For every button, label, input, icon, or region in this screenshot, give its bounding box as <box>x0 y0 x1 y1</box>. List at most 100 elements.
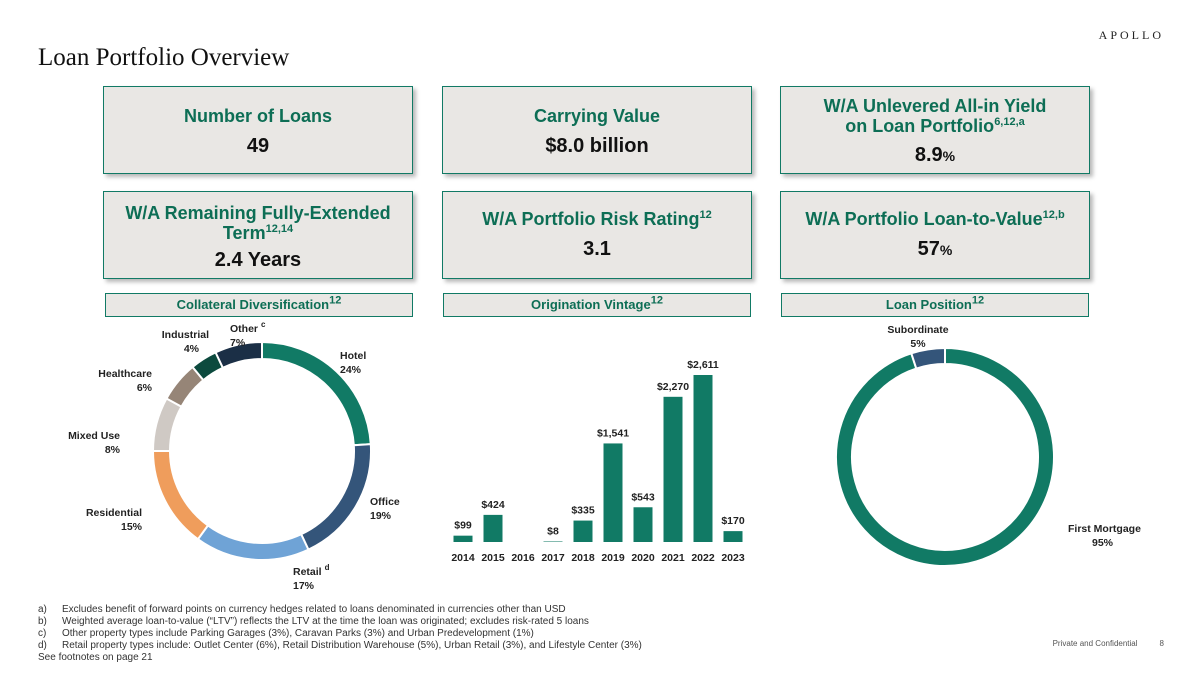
kpi-label-text: W/A Portfolio Loan-to-Value <box>805 209 1043 229</box>
kpi-value: 57 <box>917 238 940 260</box>
slice-label-other: Other c <box>230 320 266 335</box>
slice-label-healthcare: Healthcare <box>98 368 152 380</box>
footnote-text: Weighted average loan-to-value (“LTV”) r… <box>62 616 589 627</box>
footnote-text: Retail property types include: Outlet Ce… <box>62 640 642 651</box>
kpi-label: Carrying Value <box>533 106 661 126</box>
slice-value-hotel: 24% <box>340 364 362 376</box>
slice-footnote-ref: c <box>261 320 266 329</box>
page-number: 8 <box>1159 639 1164 648</box>
kpi-remaining-term: W/A Remaining Fully-Extended Term12,14 2… <box>103 191 413 279</box>
bar-2020 <box>633 507 653 542</box>
x-tick-label-2014: 2014 <box>451 552 475 564</box>
kpi-value-wrap: 8.9% <box>781 144 1089 167</box>
x-tick-label-2017: 2017 <box>541 552 565 564</box>
bar-value-label-2020: $543 <box>631 491 655 503</box>
footnote-row: c) Other property types include Parking G… <box>38 628 642 640</box>
bar-2023 <box>723 531 743 542</box>
slice-label-mixed-use: Mixed Use <box>68 430 120 442</box>
footnote-index: a) <box>38 604 47 615</box>
section-collateral-diversification: Collateral Diversification12 <box>105 293 413 317</box>
bar-2015 <box>483 514 503 542</box>
x-tick-label-2020: 2020 <box>631 552 655 564</box>
bar-value-label-2021: $2,270 <box>657 381 689 393</box>
x-tick-label-2018: 2018 <box>571 552 595 564</box>
section-label: Collateral Diversification <box>176 297 330 312</box>
kpi-label-line1: W/A Remaining Fully-Extended <box>125 203 391 223</box>
bar-value-label-2015: $424 <box>481 499 505 511</box>
footer: Private and Confidential 8 <box>1031 639 1164 648</box>
x-tick-label-2019: 2019 <box>601 552 625 564</box>
x-tick-label-2022: 2022 <box>691 552 715 564</box>
loan-position-donut-chart: First Mortgage 95% Subordinate 5% <box>835 324 1141 567</box>
footnote-text: Other property types include Parking Gar… <box>62 628 534 639</box>
slice-label-subordinate: Subordinate <box>887 324 948 336</box>
kpi-label-text: W/A Portfolio Risk Rating <box>482 209 700 229</box>
footnotes: a) Excludes benefit of forward points on … <box>38 604 642 664</box>
kpi-number-of-loans: Number of Loans 49 <box>103 86 413 174</box>
page-title: Loan Portfolio Overview <box>38 44 290 71</box>
x-tick-label-2015: 2015 <box>481 552 505 564</box>
slice-value-mixed-use: 8% <box>105 444 121 456</box>
bar-2019 <box>603 443 623 542</box>
confidential-label: Private and Confidential <box>1052 639 1138 648</box>
donut-slice-office <box>299 443 372 551</box>
slice-label-office: Office <box>370 496 400 508</box>
kpi-unlevered-yield: W/A Unlevered All-in Yield on Loan Portf… <box>780 86 1090 174</box>
bar-value-label-2018: $335 <box>571 505 595 517</box>
slice-label-retail: Retail d <box>293 563 330 578</box>
donut-slice-subordinate <box>910 346 946 370</box>
kpi-label-line1: W/A Unlevered All-in Yield <box>823 96 1047 116</box>
section-loan-position: Loan Position12 <box>781 293 1089 317</box>
kpi-label: Number of Loans <box>183 106 332 126</box>
donut-slice-other <box>214 340 263 370</box>
bar-2014 <box>453 535 473 542</box>
slice-value-industrial: 4% <box>184 343 200 355</box>
section-footnote-ref: 12 <box>971 294 985 307</box>
footnote-row: d) Retail property types include: Outlet … <box>38 640 642 652</box>
bar-2018 <box>573 520 593 542</box>
bar-value-label-2019: $1,541 <box>597 427 629 439</box>
slice-value-residential: 15% <box>121 521 143 533</box>
origination-vintage-bar-chart: $99 2014 $424 2015 2016 $8 2017 $335 2018 $1,541 2… <box>451 359 745 564</box>
slice-value-retail: 17% <box>293 580 315 592</box>
bar-2021 <box>663 396 683 542</box>
bar-value-label-2023: $170 <box>721 515 745 527</box>
slice-label-first-mortgage: First Mortgage <box>1068 523 1141 535</box>
kpi-label: W/A Portfolio Risk Rating12 <box>443 209 751 229</box>
footnote-row: a) Excludes benefit of forward points on … <box>38 604 642 616</box>
bar-2017 <box>543 541 563 542</box>
slice-footnote-ref: d <box>325 563 330 572</box>
kpi-label-line2: on Loan Portfolio <box>845 116 995 136</box>
footnote-text: Excludes benefit of forward points on cu… <box>62 604 566 615</box>
footnote-index: c) <box>38 628 47 639</box>
donut-slice-mixed-use <box>151 397 183 452</box>
slice-value-subordinate: 5% <box>910 338 926 350</box>
kpi-label-line2: Term <box>222 223 266 243</box>
section-footnote-ref: 12 <box>329 294 342 307</box>
kpi-value: 2.4 Years <box>214 249 302 271</box>
kpi-footnote-ref: 6,12,a <box>994 116 1025 128</box>
donut-slice-retail <box>196 524 310 561</box>
kpi-unit: % <box>942 148 956 164</box>
apollo-logo: APOLLO <box>1098 28 1164 42</box>
kpi-label: W/A Portfolio Loan-to-Value12,b <box>781 209 1089 229</box>
kpi-value: 49 <box>246 135 270 157</box>
kpi-label: W/A Unlevered All-in Yield on Loan Portf… <box>781 96 1089 136</box>
section-label: Loan Position <box>885 297 972 312</box>
kpi-unit: % <box>939 242 953 258</box>
footnote-reference: See footnotes on page 21 <box>38 652 153 663</box>
kpi-footnote-ref: 12,b <box>1042 209 1065 221</box>
slice-value-healthcare: 6% <box>137 382 153 394</box>
kpi-value: 3.1 <box>583 238 611 260</box>
kpi-value-wrap: 57% <box>781 238 1089 261</box>
bar-value-label-2014: $99 <box>454 520 472 532</box>
bar-value-label-2022: $2,611 <box>687 359 719 371</box>
footnote-row: b) Weighted average loan-to-value (“LTV”)… <box>38 616 642 628</box>
section-footnote-ref: 12 <box>650 294 663 307</box>
kpi-value: 8.9 <box>914 144 943 166</box>
collateral-donut-chart: Hotel 24% Office 19% Retail d 17% Residential 15… <box>68 320 400 592</box>
x-tick-label-2016: 2016 <box>511 552 535 564</box>
slice-value-first-mortgage: 95% <box>1092 537 1114 549</box>
kpi-value: $8.0 billion <box>545 135 649 157</box>
x-tick-label-2021: 2021 <box>661 552 685 564</box>
